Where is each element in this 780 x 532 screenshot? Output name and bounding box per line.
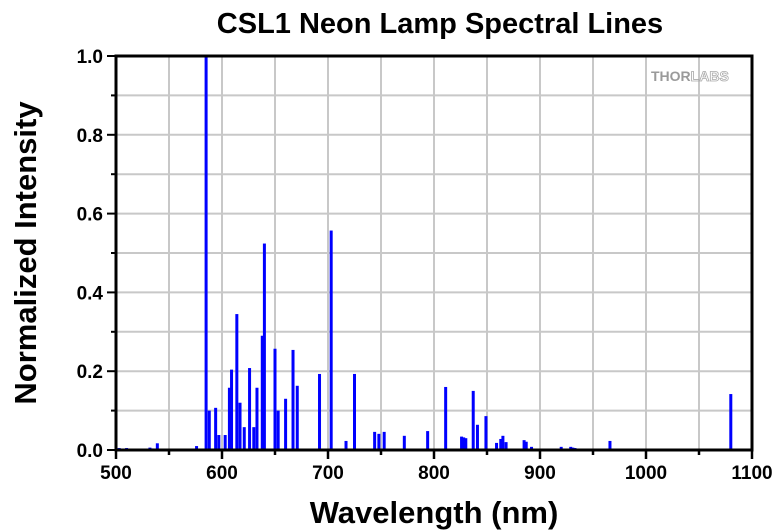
x-tick-label: 1000 <box>625 463 667 484</box>
x-axis-label: Wavelength (nm) <box>310 495 559 530</box>
y-tick-label: 0.4 <box>77 283 104 304</box>
spectral-line-bar <box>460 436 464 450</box>
spectral-line-bar <box>522 440 526 450</box>
spectral-line-bar <box>495 442 499 450</box>
spectral-line-bar <box>499 438 503 450</box>
x-tick-labels: 500 600 700 800 900 1000 1100 <box>100 463 772 484</box>
y-tick-label: 1.0 <box>77 47 103 68</box>
thorlabs-logo: THORLABS <box>651 68 729 85</box>
spectral-line-bar <box>475 424 479 450</box>
y-tick-label: 0.8 <box>77 126 103 147</box>
spectral-line-bar <box>217 435 221 450</box>
spectral-line-bar <box>195 446 199 450</box>
x-tick-label: 900 <box>524 463 556 484</box>
spectral-line-bar <box>464 438 468 450</box>
y-axis-label: Normalized Intensity <box>8 101 43 405</box>
y-tick-label: 0.6 <box>77 205 103 226</box>
spectral-line-bar <box>227 387 231 450</box>
spectral-line-bar <box>207 410 211 450</box>
y-tick-label: 0.0 <box>77 441 103 462</box>
spectral-line-bar <box>530 446 534 450</box>
spectral-line-bar <box>426 431 430 450</box>
y-tick-labels: 0.0 0.2 0.4 0.6 0.8 1.0 <box>77 47 104 462</box>
spectral-line-bar <box>276 410 280 450</box>
spectral-line-bar <box>608 440 612 450</box>
spectral-line-bar <box>255 387 259 450</box>
x-tick-label: 800 <box>418 463 450 484</box>
spectral-line-bar <box>214 407 218 450</box>
spectral-line-bar <box>204 56 208 450</box>
svg-text:THORLABS: THORLABS <box>651 68 729 84</box>
spectral-line-bar <box>273 348 277 450</box>
spectral-line-bar <box>344 440 348 450</box>
spectral-line-bar <box>291 349 295 450</box>
spectral-line-bar <box>373 431 377 450</box>
bars <box>117 56 733 450</box>
spectral-line-bar <box>559 446 563 450</box>
logo-part1: THOR <box>651 68 691 84</box>
spectral-line-bar <box>295 385 299 450</box>
spectral-line-bar <box>377 433 381 450</box>
logo-part2: LABS <box>691 68 729 84</box>
spectral-line-bar <box>260 335 264 450</box>
spectral-line-bar <box>223 435 227 450</box>
spectral-line-bar <box>284 398 288 450</box>
grid <box>116 56 752 450</box>
spectral-line-bar <box>524 441 528 450</box>
spectral-line-bar <box>729 394 733 450</box>
spectral-line-bar <box>262 243 266 450</box>
spectral-line-bar <box>504 442 508 450</box>
x-tick-label: 600 <box>206 463 238 484</box>
x-tick-label: 500 <box>100 463 132 484</box>
spectral-line-bar <box>238 402 242 450</box>
chart-title: CSL1 Neon Lamp Spectral Lines <box>217 8 663 40</box>
spectral-line-bar <box>318 373 322 450</box>
spectral-line-bar <box>382 431 386 450</box>
x-tick-label: 700 <box>312 463 344 484</box>
spectral-line-bar <box>471 390 475 450</box>
x-tick-label: 1100 <box>731 463 772 484</box>
spectral-line-bar <box>444 386 448 450</box>
spectral-line-bar <box>235 314 239 450</box>
spectral-line-bar <box>462 437 466 450</box>
spectral-line-bar <box>252 427 256 450</box>
spectral-line-bar <box>230 369 234 450</box>
spectral-line-bar <box>501 435 505 450</box>
spectral-line-bar <box>242 427 246 450</box>
spectral-line-bar <box>353 373 356 450</box>
spectral-line-bar <box>484 416 488 450</box>
spectral-line-bar <box>569 446 573 450</box>
spectral-line-bar <box>329 230 333 450</box>
spectral-line-bar <box>155 443 159 450</box>
spectral-line-bar <box>248 368 252 450</box>
y-tick-label: 0.2 <box>77 362 103 383</box>
spectral-line-bar <box>402 435 406 450</box>
ticks <box>107 55 754 459</box>
